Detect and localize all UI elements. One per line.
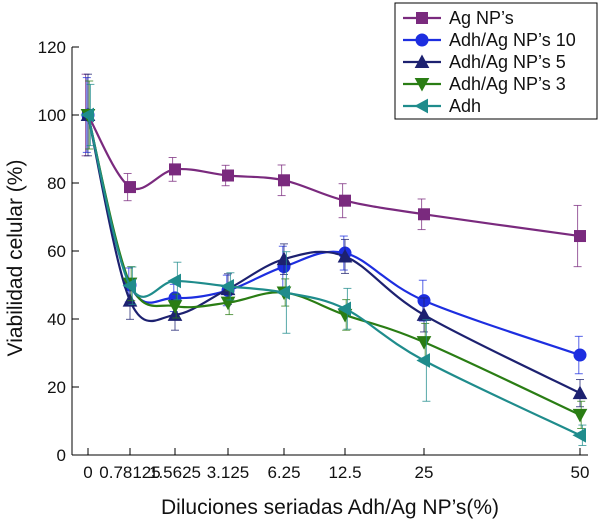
- data-point: [574, 230, 586, 243]
- data-point: [167, 273, 181, 289]
- y-tick-label: 60: [47, 242, 66, 261]
- legend-item: Adh/Ag NP’s 10: [403, 30, 576, 50]
- legend-item: Ag NP’s: [403, 8, 514, 28]
- data-point: [572, 427, 586, 443]
- y-tick-label: 0: [57, 446, 66, 465]
- legend-label: Adh/Ag NP’s 3: [449, 74, 566, 94]
- x-tick-label: 1.5625: [149, 463, 201, 482]
- series-layer: [80, 73, 588, 446]
- legend-label: Ag NP’s: [449, 8, 514, 28]
- y-tick-label: 100: [38, 106, 66, 125]
- data-point: [572, 408, 588, 423]
- x-axis-title: Diluciones seriadas Adh/Ag NP’s(%): [161, 496, 499, 519]
- x-tick-label: 0.78125: [99, 463, 160, 482]
- legend-label: Adh/Ag NP’s 10: [449, 30, 576, 50]
- series-0: [81, 73, 586, 268]
- x-tick-label: 0: [83, 463, 92, 482]
- legend-marker: [414, 98, 428, 114]
- data-point: [416, 307, 432, 321]
- data-point: [337, 248, 353, 263]
- data-point: [573, 348, 587, 362]
- data-point: [222, 169, 234, 182]
- legend-label: Adh/Ag NP’s 5: [449, 52, 566, 72]
- data-point: [167, 307, 183, 321]
- y-tick-label: 40: [47, 310, 66, 329]
- y-tick-label: 80: [47, 174, 66, 193]
- data-point: [416, 336, 432, 350]
- legend-marker: [416, 12, 428, 24]
- data-point: [276, 285, 290, 300]
- x-tick-label: 6.25: [267, 463, 300, 482]
- data-point: [416, 353, 430, 368]
- y-tick-label: 120: [38, 38, 66, 57]
- data-point: [80, 107, 94, 123]
- series-4: [80, 83, 587, 446]
- data-point: [278, 174, 290, 187]
- legend-marker: [415, 33, 429, 47]
- x-tick-label: 3.125: [207, 463, 250, 482]
- data-point: [572, 385, 588, 400]
- legend-label: Adh: [449, 96, 481, 116]
- x-tick-label: 12.5: [328, 463, 361, 482]
- x-tick-label: 25: [415, 463, 434, 482]
- y-axis-title: Viabilidad celular (%): [4, 160, 27, 357]
- y-tick-label: 20: [47, 378, 66, 397]
- data-point: [124, 181, 136, 194]
- data-point: [418, 208, 430, 221]
- legend-item: Adh: [403, 96, 481, 116]
- data-point: [220, 279, 234, 294]
- data-point: [167, 300, 183, 314]
- legend-marker: [414, 78, 430, 92]
- legend-marker: [414, 54, 430, 68]
- x-tick-label: 50: [571, 463, 590, 482]
- data-point: [276, 251, 292, 266]
- legend-item: Adh/Ag NP’s 3: [403, 74, 566, 94]
- data-point: [122, 278, 136, 294]
- data-point: [339, 194, 351, 207]
- data-point: [169, 163, 181, 176]
- legend-item: Adh/Ag NP’s 5: [403, 52, 566, 72]
- data-point: [337, 301, 351, 317]
